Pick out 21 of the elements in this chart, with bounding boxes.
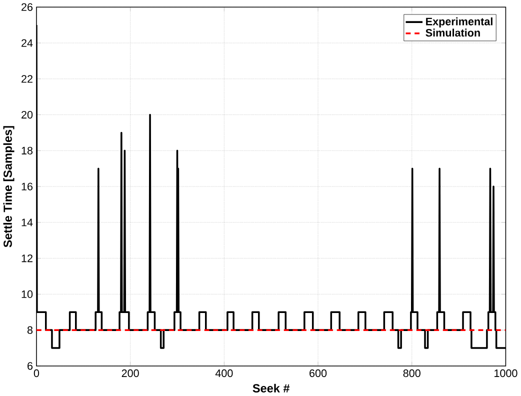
y-tick-label: 22 bbox=[22, 75, 32, 83]
y-tick-label: 18 bbox=[22, 146, 33, 155]
x-tick-label: 1000 bbox=[494, 370, 518, 378]
legend-label: Experimental bbox=[426, 18, 492, 28]
y-tick-label: 8 bbox=[27, 326, 33, 334]
y-tick-label: 14 bbox=[22, 218, 33, 226]
y-tick-label: 24 bbox=[22, 39, 33, 47]
x-tick-label: 800 bbox=[403, 370, 420, 378]
y-tick-label: 10 bbox=[22, 290, 33, 298]
y-tick-label: 20 bbox=[22, 111, 33, 119]
x-tick-label: 200 bbox=[122, 370, 139, 378]
y-axis-title: Settle Time [Samples] bbox=[3, 126, 14, 248]
y-tick-label: 26 bbox=[22, 3, 33, 12]
y-tick-label: 6 bbox=[28, 362, 33, 370]
x-tick-label: 600 bbox=[310, 370, 327, 378]
y-tick-label: 12 bbox=[22, 254, 32, 262]
x-tick-label: 400 bbox=[215, 370, 233, 378]
legend-label: Simulation bbox=[426, 28, 480, 37]
x-axis-title: Seek # bbox=[252, 384, 290, 393]
y-tick-label: 16 bbox=[22, 182, 33, 190]
x-tick-label: 0 bbox=[34, 370, 40, 378]
